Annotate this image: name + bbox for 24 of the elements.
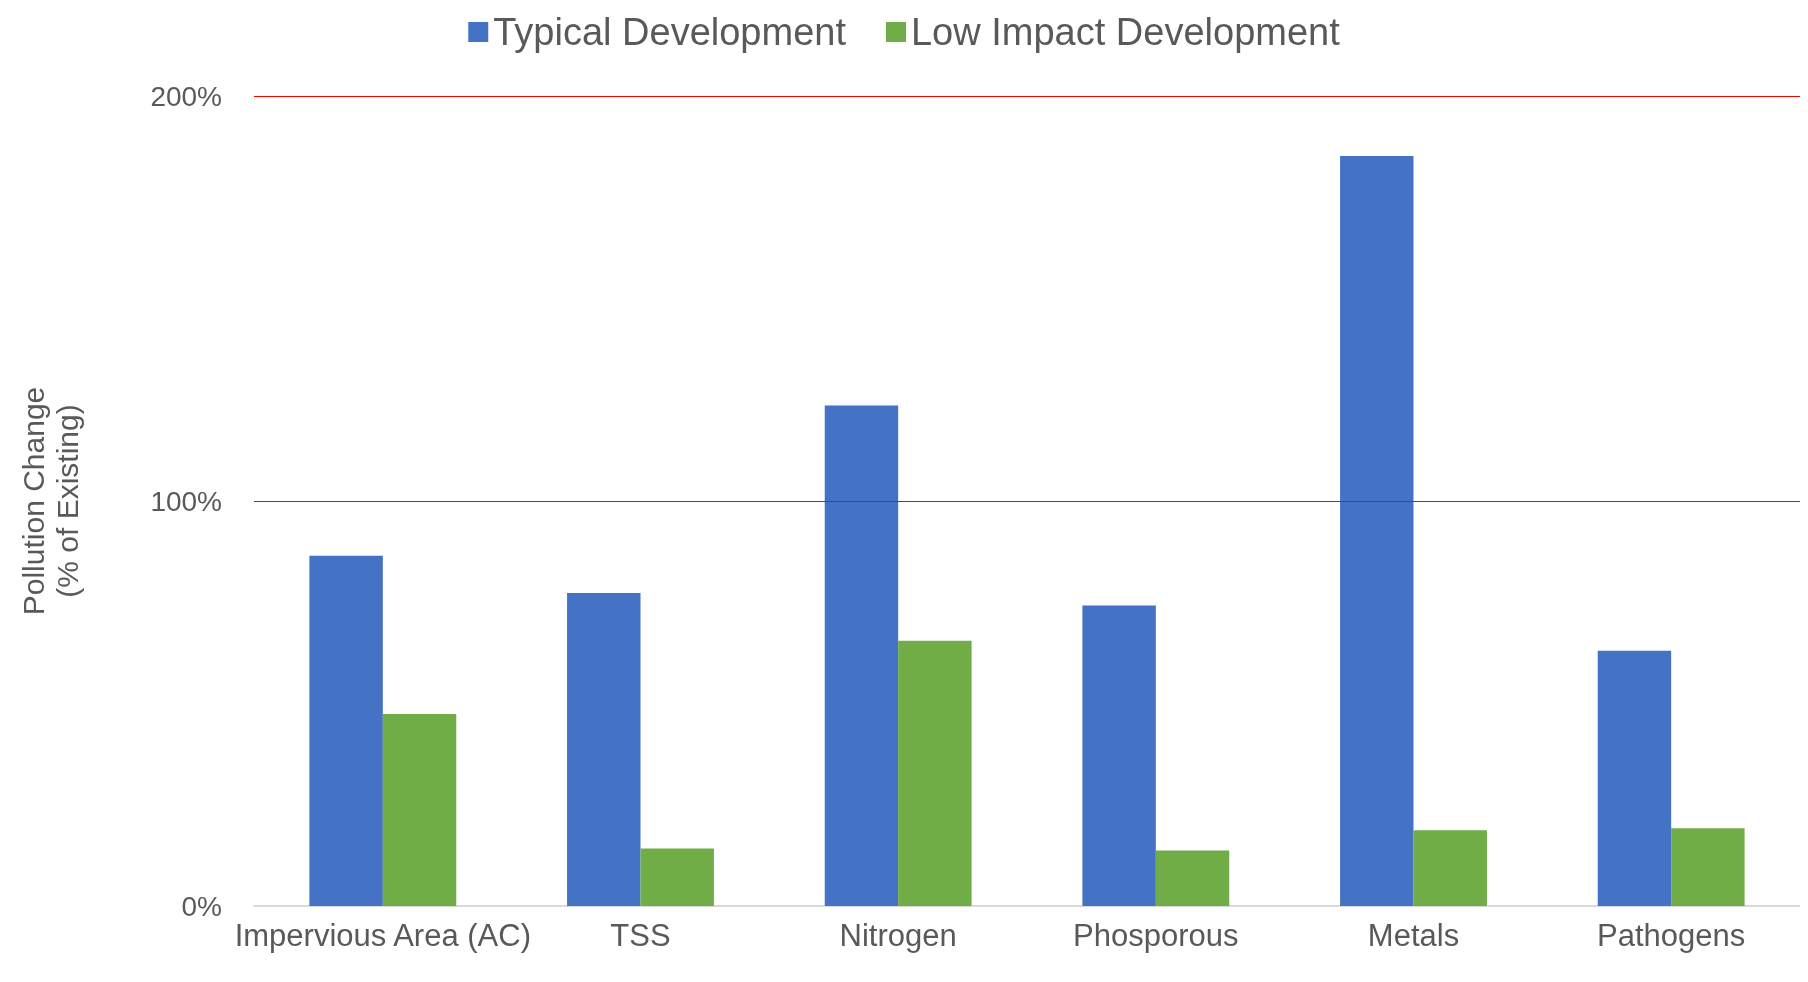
bar	[1082, 605, 1156, 906]
bar	[824, 405, 899, 906]
bar	[898, 640, 972, 906]
bar	[1155, 850, 1230, 906]
bar	[1671, 828, 1745, 906]
x-tick-label: Phosporous	[1073, 918, 1239, 953]
y-tick-label: 200%	[150, 80, 222, 112]
bar	[382, 714, 457, 906]
bar	[309, 555, 383, 906]
y-tick-label: 0%	[181, 890, 222, 922]
x-tick-label: Pathogens	[1597, 918, 1746, 953]
bar	[1597, 650, 1672, 906]
y-tick-label: 100%	[150, 485, 222, 517]
y-axis-title: Pollution Change (% of Existing)	[16, 386, 84, 616]
legend-label: Low Impact Development	[910, 11, 1341, 53]
bar	[1340, 155, 1414, 906]
x-tick-label: Metals	[1367, 918, 1460, 953]
legend-label: Typical Development	[493, 11, 847, 53]
bar	[567, 592, 641, 906]
bar	[640, 848, 714, 906]
bar	[1413, 830, 1487, 906]
x-tick-label: Impervious Area (AC)	[234, 918, 531, 953]
x-tick-label: TSS	[610, 918, 671, 953]
x-tick-label: Nitrogen	[839, 918, 957, 953]
